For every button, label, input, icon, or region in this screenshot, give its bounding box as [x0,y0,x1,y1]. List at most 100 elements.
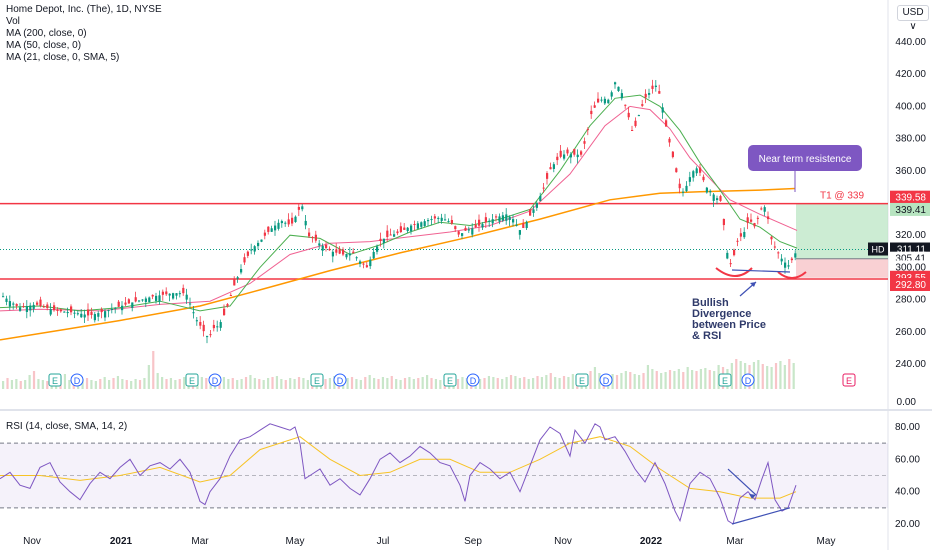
volume-bar [479,379,482,389]
candle-body [729,263,732,265]
volume-bar [183,377,186,389]
price-axis-badge [890,260,930,274]
candle-body [634,120,637,127]
price-tick-label: 380.00 [895,134,926,145]
price-axis-badge-text: 292.80 [895,280,926,291]
rsi-ma-line [0,436,797,499]
x-tick-label: Nov [23,536,41,547]
earnings-marker-label: E [447,376,453,386]
candle-body [495,216,498,218]
volume-bar [642,373,645,389]
candle-body [733,249,736,256]
volume-bar [37,379,40,389]
volume-bar [593,367,597,389]
price-tick-label: 320.00 [895,230,926,241]
volume-bar [231,378,234,389]
volume-bar [421,377,424,389]
candle-body [688,177,691,182]
price-tick-label: 420.00 [895,69,926,80]
volume-bar [514,376,517,389]
price-tick-label: 440.00 [895,37,926,48]
candle-body [161,291,164,295]
candle-body [110,309,113,311]
candle-body [773,246,776,248]
candle-body [141,299,144,301]
volume-bar [615,375,619,389]
candle-body [535,202,538,208]
volume-bar [483,378,486,389]
candle-body [192,312,195,314]
hd-tag-text: HD [872,245,885,255]
resistance-callout: Near term resistence [748,145,862,192]
volume-bar [704,368,707,389]
volume-bar [24,380,27,389]
candle-body [641,104,644,106]
x-tick-label: Sep [464,536,482,547]
candle-body [212,324,215,329]
candle-body [301,206,304,210]
candle-body [505,214,508,221]
candle-body [692,171,695,178]
volume-bar [730,363,733,389]
volume-bar [554,377,557,389]
candle-body [175,293,178,296]
candle-body [552,164,555,169]
candle-body [617,86,620,91]
volume-bar [368,375,371,389]
candle-body [675,168,678,173]
candle-body [716,198,719,201]
candle-body [80,313,83,318]
volume-bar [562,376,566,389]
earnings-marker [575,373,589,387]
candle-body [396,231,399,234]
candle-body [365,265,368,268]
candle-body [260,239,263,242]
candle-body [15,303,18,306]
candle-body [151,294,154,297]
candle-body [219,322,222,328]
ma200-line [0,187,796,341]
candle-body [484,217,487,223]
dividend-marker [741,373,755,387]
volume-bar [770,367,773,389]
price-axis-badge-text: 305.41 [895,254,926,265]
stop-zone [796,258,888,278]
annotation-line-4: & RSI [692,330,722,342]
candle-body [491,219,494,224]
candle-body [233,279,236,286]
candle-body [413,224,416,226]
dividend-marker-label: D [745,376,752,386]
earnings-marker [718,373,732,387]
candle-body [767,216,770,220]
candle-body [359,261,362,264]
candle-body [325,244,328,249]
volume-bar [41,380,44,389]
x-tick-label: Nov [554,536,572,547]
volume-bar [377,379,380,389]
candle-body [637,115,640,117]
volume-bar [439,380,442,389]
volume-bar [682,372,685,389]
volume-bar [417,378,420,389]
price-low-arc-1 [715,267,753,277]
target-label: T1 @ 339 [820,191,865,202]
volume-bar [673,371,676,389]
candle-body [263,232,266,236]
candle-body [352,251,355,254]
currency-selector[interactable]: USD ∨ [897,5,929,32]
volume-bar [532,378,535,389]
dividend-marker [70,373,84,387]
volume-bar [2,381,5,389]
x-tick-label: Mar [726,536,744,547]
volume-bar [94,381,97,389]
candle-body [461,233,464,236]
volume-bar [32,371,36,389]
candle-body [165,291,168,295]
volume-bar [138,380,142,389]
volume-bar [280,379,283,389]
candle-body [478,219,481,226]
volume-bar [244,377,248,389]
candle-body [566,149,569,154]
candle-body [56,309,59,312]
